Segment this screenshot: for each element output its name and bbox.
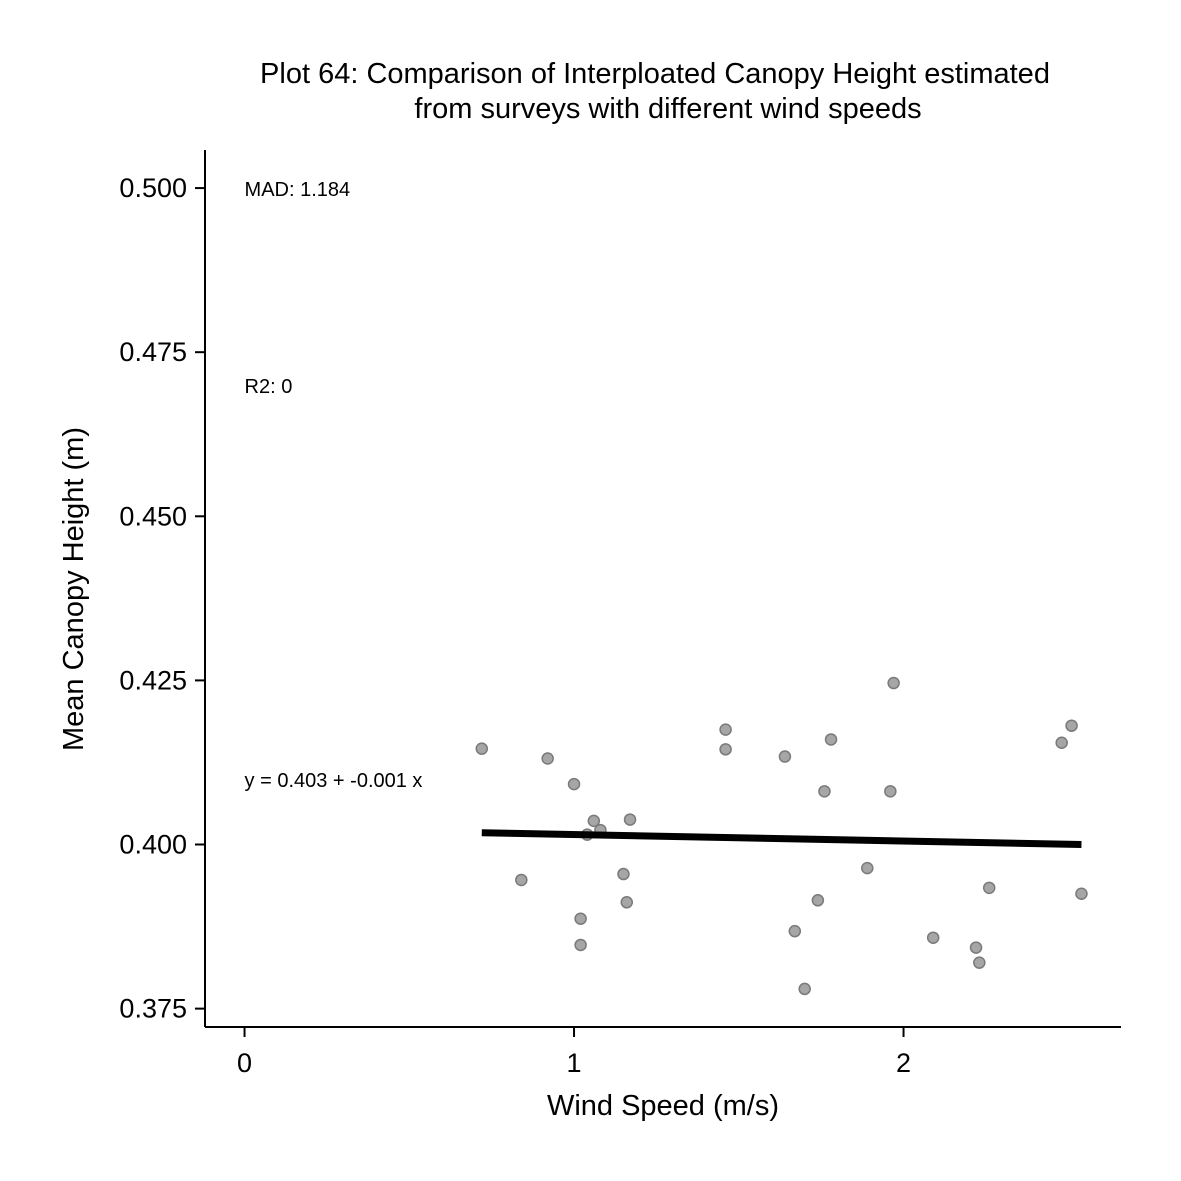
chart-title-line-1: Plot 64: Comparison of Interploated Cano…	[260, 58, 1050, 90]
data-point	[778, 750, 792, 763]
data-point	[1055, 736, 1068, 750]
x-axis-ticks: 0 1 2	[237, 1027, 911, 1078]
data-point	[1075, 887, 1088, 900]
data-point	[719, 723, 732, 736]
data-point	[1065, 719, 1078, 732]
data-point	[541, 752, 554, 765]
data-point	[515, 873, 528, 887]
data-point	[798, 982, 811, 996]
data-point	[973, 956, 986, 969]
regression-line-group	[481, 829, 1082, 849]
data-point	[719, 743, 732, 756]
data-point	[887, 676, 900, 690]
data-point	[617, 867, 630, 881]
x-tick-label: 1	[567, 1048, 582, 1078]
y-tick-label: 0.475	[119, 337, 187, 367]
plot-area: MAD: 1.184 R2: 0 y = 0.403 + -0.001 x	[245, 179, 1088, 996]
data-point	[623, 813, 637, 826]
y-tick-label: 0.500	[119, 173, 187, 203]
y-axis-label: Mean Canopy Height (m)	[58, 427, 90, 751]
data-point	[884, 785, 897, 798]
annotation-label: MAD: 1.184	[245, 179, 351, 201]
data-point	[818, 785, 831, 798]
y-tick-label: 0.375	[119, 994, 187, 1024]
data-point	[788, 924, 802, 938]
data-point	[574, 938, 587, 952]
chart-title-line-2: from surveys with different wind speeds	[414, 93, 921, 125]
data-point	[574, 912, 587, 925]
y-axis-ticks: 0.375 0.400 0.425 0.450 0.475 0.500	[119, 173, 205, 1024]
data-point	[926, 931, 940, 944]
annotations: MAD: 1.184 R2: 0 y = 0.403 + -0.001 x	[245, 179, 423, 792]
y-tick-label: 0.400	[119, 830, 187, 860]
x-tick-label: 2	[896, 1048, 911, 1078]
y-tick-label: 0.425	[119, 665, 187, 695]
data-point	[969, 941, 983, 954]
data-point	[620, 896, 634, 909]
data-point	[811, 894, 825, 907]
data-point	[982, 881, 996, 895]
data-point	[567, 777, 581, 791]
data-point	[861, 861, 874, 875]
data-points	[475, 676, 1088, 996]
x-tick-label: 0	[237, 1048, 252, 1078]
annotation-label: y = 0.403 + -0.001 x	[245, 770, 423, 792]
annotation-label: R2: 0	[245, 376, 293, 398]
data-point	[587, 814, 601, 828]
data-point	[824, 733, 838, 746]
x-axis-label: Wind Speed (m/s)	[547, 1090, 779, 1122]
data-point	[475, 742, 489, 755]
regression-line	[481, 829, 1082, 849]
y-tick-label: 0.450	[119, 501, 187, 531]
